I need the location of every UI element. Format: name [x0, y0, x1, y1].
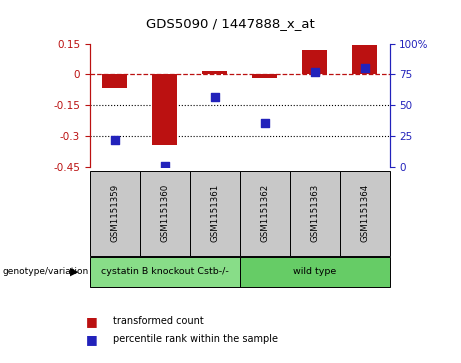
Bar: [302, 50, 327, 74]
Text: GSM1151363: GSM1151363: [310, 184, 319, 242]
Text: cystatin B knockout Cstb-/-: cystatin B knockout Cstb-/-: [101, 268, 229, 276]
Text: GSM1151364: GSM1151364: [360, 184, 369, 242]
Bar: [202, 71, 227, 74]
Bar: [352, 45, 377, 74]
Point: [261, 120, 268, 126]
Text: percentile rank within the sample: percentile rank within the sample: [113, 334, 278, 344]
Text: GDS5090 / 1447888_x_at: GDS5090 / 1447888_x_at: [146, 17, 315, 30]
Text: ■: ■: [86, 333, 98, 346]
Point: [311, 69, 318, 75]
Text: GSM1151359: GSM1151359: [110, 184, 119, 242]
Text: ■: ■: [86, 315, 98, 328]
Point: [111, 137, 118, 143]
Text: genotype/variation: genotype/variation: [2, 268, 89, 276]
Point: [161, 163, 168, 169]
Text: wild type: wild type: [293, 268, 336, 276]
Text: GSM1151362: GSM1151362: [260, 184, 269, 242]
Bar: [152, 74, 177, 145]
Text: transformed count: transformed count: [113, 316, 204, 326]
Point: [361, 65, 368, 71]
Bar: [252, 74, 277, 77]
Point: [211, 94, 219, 99]
Text: ▶: ▶: [71, 267, 79, 277]
Bar: [102, 74, 127, 88]
Text: GSM1151360: GSM1151360: [160, 184, 169, 242]
Text: GSM1151361: GSM1151361: [210, 184, 219, 242]
